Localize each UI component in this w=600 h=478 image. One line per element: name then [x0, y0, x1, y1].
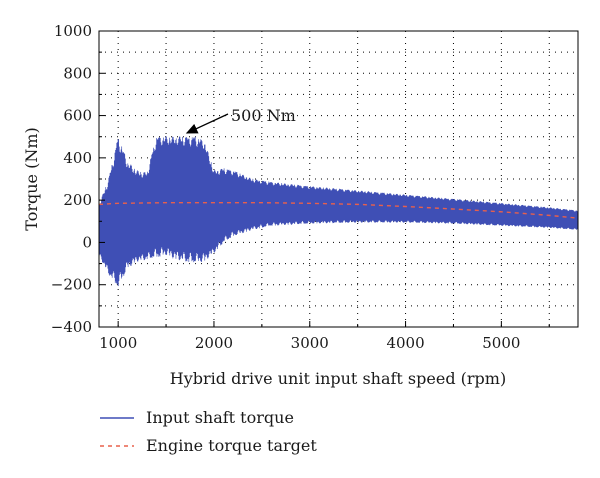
x-tick-label: 2000 [195, 334, 233, 352]
series-input-shaft-torque [99, 136, 578, 287]
annotation-arrow [185, 113, 229, 134]
annotation-label: 500 Nm [231, 106, 296, 125]
x-tick-label: 4000 [386, 334, 424, 352]
annotation: 500 Nm [185, 106, 296, 134]
series-engine-torque-target [99, 201, 578, 219]
legend-label-input-shaft-torque: Input shaft torque [146, 408, 294, 427]
y-tick-label: 200 [63, 191, 92, 209]
y-tick-label: 800 [63, 64, 92, 82]
legend-entry-input-shaft-torque: Input shaft torque [100, 408, 294, 427]
ticks [99, 30, 550, 328]
x-tick-labels: 1000 2000 3000 4000 5000 [99, 334, 520, 352]
y-tick-labels: −400 −200 0 200 400 600 800 1000 [51, 22, 92, 336]
series-layer [99, 136, 578, 287]
y-tick-label: 1000 [54, 22, 92, 40]
y-tick-label: −400 [51, 318, 92, 336]
x-tick-label: 5000 [482, 334, 520, 352]
legend-entry-engine-torque-target: Engine torque target [100, 436, 317, 455]
y-tick-label: 400 [63, 149, 92, 167]
x-axis-label: Hybrid drive unit input shaft speed (rpm… [170, 369, 506, 388]
y-tick-label: 600 [63, 107, 92, 125]
y-tick-label: −200 [51, 276, 92, 294]
x-tick-label: 1000 [99, 334, 137, 352]
legend: Input shaft torque Engine torque target [100, 408, 317, 455]
y-axis-label: Torque (Nm) [22, 127, 41, 230]
legend-label-engine-torque-target: Engine torque target [146, 436, 317, 455]
x-tick-label: 3000 [291, 334, 329, 352]
y-tick-label: 0 [82, 233, 92, 251]
